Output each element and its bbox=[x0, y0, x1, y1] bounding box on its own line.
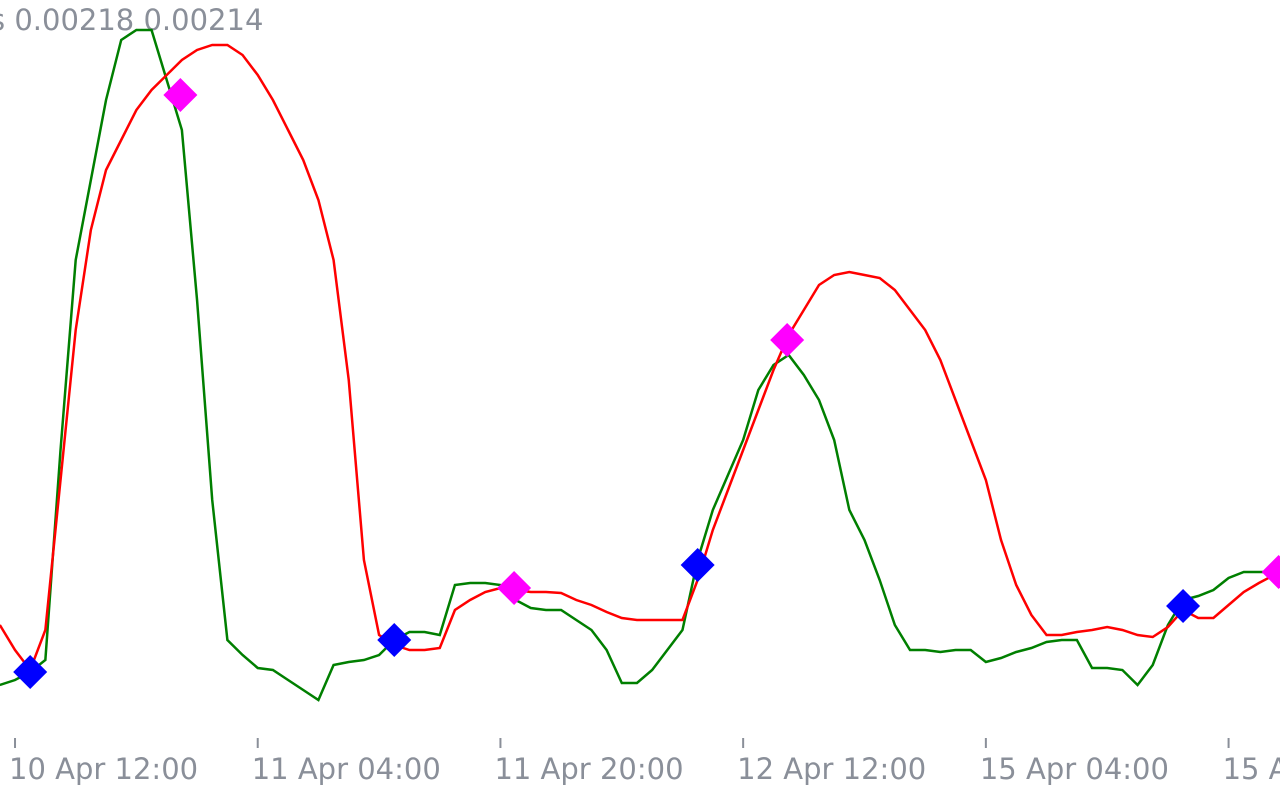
signal-marker bbox=[377, 623, 412, 657]
line bbox=[0, 28, 1275, 702]
signal-marker bbox=[13, 655, 48, 689]
signal-marker bbox=[1166, 589, 1201, 623]
signal-marker bbox=[680, 548, 715, 582]
signal-marker bbox=[163, 78, 198, 112]
indicator-label: s 0.00218 0.00214 bbox=[0, 3, 263, 37]
signal-marker bbox=[1261, 555, 1280, 589]
x-tick-label: 11 Apr 20:00 bbox=[494, 752, 683, 786]
x-tick-label: 10 Apr 12:00 bbox=[9, 752, 198, 786]
x-tick-label: 11 Apr 04:00 bbox=[252, 752, 441, 786]
signal-marker bbox=[497, 571, 532, 605]
line bbox=[0, 43, 1275, 673]
x-tick-label: 15 Apr 20:00 bbox=[1223, 752, 1280, 786]
x-tick-label: 12 Apr 12:00 bbox=[737, 752, 926, 786]
signal-marker bbox=[770, 323, 805, 357]
x-tick-label: 15 Apr 04:00 bbox=[980, 752, 1169, 786]
